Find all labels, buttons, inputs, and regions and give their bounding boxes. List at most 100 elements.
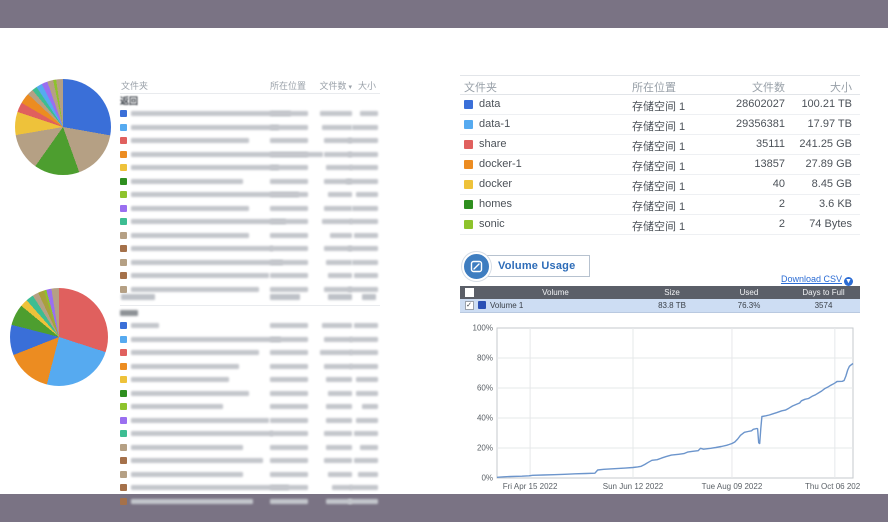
table1-header-count[interactable]: 文件数 ▾ — [319, 81, 352, 91]
volume-header-days-to-full[interactable]: Days to Full — [802, 288, 845, 297]
censored-folder-row[interactable] — [120, 427, 380, 441]
folder-file-count: 29356381 — [736, 118, 785, 130]
censored-header-label — [121, 294, 155, 300]
censored-location — [270, 205, 308, 211]
folder-color-swatch — [464, 200, 473, 209]
censored-location — [270, 323, 308, 328]
censored-folder-row[interactable] — [120, 283, 380, 297]
censored-folder-row[interactable] — [120, 468, 380, 482]
folder-color-swatch — [120, 403, 127, 410]
folder-location: 存储空间 1 — [632, 221, 686, 233]
folder-location: 存储空间 1 — [632, 161, 686, 173]
folder-location: 存储空间 1 — [632, 101, 686, 113]
table1-back-link[interactable]: 返回 — [120, 96, 139, 106]
folder-row[interactable]: share 存储空间 1 35111 241.25 GB — [460, 135, 860, 155]
table1-header-folder[interactable]: 文件夹 — [121, 81, 149, 91]
folder-row[interactable]: data 存储空间 1 28602027 100.21 TB — [460, 95, 860, 115]
folder-color-swatch — [464, 220, 473, 229]
censored-folder-name — [131, 390, 249, 396]
censored-folder-row[interactable] — [120, 175, 380, 189]
censored-file-count — [324, 458, 352, 463]
folder-location: 存储空间 1 — [632, 141, 686, 153]
censored-folder-row[interactable] — [120, 441, 380, 455]
censored-folder-row[interactable] — [120, 454, 380, 468]
censored-location — [270, 498, 308, 504]
censored-file-count — [324, 363, 352, 369]
select-all-checkbox[interactable] — [464, 288, 474, 298]
censored-folder-row[interactable] — [120, 242, 380, 256]
volume-usage-tab[interactable]: Volume Usage — [479, 255, 591, 277]
censored-folder-row[interactable] — [120, 373, 380, 387]
censored-folder-row[interactable] — [120, 121, 380, 135]
folder-summary-header-count[interactable]: 文件数 — [752, 82, 785, 94]
folder-color-swatch — [120, 272, 127, 279]
censored-folder-row[interactable] — [120, 319, 380, 333]
censored-folder-row[interactable] — [120, 387, 380, 401]
censored-location — [270, 138, 308, 143]
folder-color-swatch — [464, 140, 473, 149]
download-csv-link[interactable]: Download CSV — [780, 274, 842, 284]
censored-folder-row[interactable] — [120, 229, 380, 243]
download-csv-area: Download CSV ▼ — [460, 274, 853, 286]
folder-row[interactable]: docker 存储空间 1 40 8.45 GB — [460, 175, 860, 195]
folder-row[interactable]: homes 存储空间 1 2 3.6 KB — [460, 195, 860, 215]
censored-size — [356, 390, 378, 396]
volume-header-volume[interactable]: Volume — [542, 288, 569, 297]
censored-location — [270, 246, 308, 251]
censored-file-count — [330, 232, 352, 238]
censored-folder-row[interactable] — [120, 414, 380, 428]
censored-folder-row[interactable] — [120, 333, 380, 347]
volume-header-checkbox-cell[interactable] — [460, 288, 478, 298]
table2-header-row — [120, 290, 380, 306]
folder-row[interactable]: sonic 存储空间 1 2 74 Bytes — [460, 215, 860, 235]
censored-folder-row[interactable] — [120, 161, 380, 175]
censored-folder-row[interactable] — [120, 215, 380, 229]
download-csv-icon[interactable]: ▼ — [844, 277, 853, 286]
censored-folder-row[interactable] — [120, 256, 380, 270]
volume-header-used[interactable]: Used — [739, 288, 759, 297]
censored-folder-row[interactable] — [120, 202, 380, 216]
volume-row[interactable]: ✓ Volume 1 83.8 TB 76.3% 3574 — [460, 299, 860, 313]
y-axis-tick-label: 80% — [477, 354, 493, 363]
folder-row[interactable]: data-1 存储空间 1 29356381 17.97 TB — [460, 115, 860, 135]
censored-folder-name — [131, 219, 286, 224]
folder-size: 27.89 GB — [805, 158, 852, 170]
folder-color-swatch — [120, 457, 127, 464]
censored-folder-row[interactable] — [120, 148, 380, 162]
folder-row[interactable]: docker-1 存储空间 1 13857 27.89 GB — [460, 155, 860, 175]
volume-used: 76.3% — [737, 301, 761, 310]
censored-folder-row[interactable] — [120, 269, 380, 283]
censored-location — [270, 286, 308, 292]
folder-size: 3.6 KB — [818, 198, 852, 210]
censored-folder-row[interactable] — [120, 360, 380, 374]
censored-folder-row[interactable] — [120, 346, 380, 360]
censored-file-count — [326, 259, 352, 265]
censored-folder-row[interactable] — [120, 134, 380, 148]
censored-folder-row[interactable] — [120, 188, 380, 202]
censored-location — [270, 165, 308, 170]
chart-plot-area — [496, 327, 854, 479]
folder-summary-header-location[interactable]: 所在位置 — [632, 82, 676, 94]
table1-header-location[interactable]: 所在位置 — [270, 81, 307, 91]
censored-folder-name — [131, 232, 249, 238]
censored-folder-row[interactable] — [120, 400, 380, 414]
folder-name: data — [479, 98, 501, 110]
table2-back-link[interactable] — [120, 306, 380, 319]
censored-size — [360, 111, 378, 116]
folder-summary-header-folder[interactable]: 文件夹 — [464, 82, 497, 94]
censored-folder-row[interactable] — [120, 495, 380, 509]
censored-file-count — [328, 390, 352, 396]
folder-summary-header-size[interactable]: 大小 — [830, 82, 852, 94]
censored-file-count — [326, 444, 352, 450]
censored-folder-name — [131, 124, 279, 130]
volume-checkbox[interactable]: ✓ — [464, 301, 474, 311]
censored-location — [270, 151, 308, 157]
table1-header-size[interactable]: 大小 — [357, 81, 376, 91]
censored-folder-row[interactable] — [120, 107, 380, 121]
folder-file-count: 13857 — [754, 158, 785, 170]
censored-header-label — [270, 294, 300, 300]
censored-size — [346, 178, 378, 184]
censored-folder-row[interactable] — [120, 481, 380, 495]
folder-location: 存储空间 1 — [632, 201, 686, 213]
volume-header-size[interactable]: Size — [664, 288, 680, 297]
